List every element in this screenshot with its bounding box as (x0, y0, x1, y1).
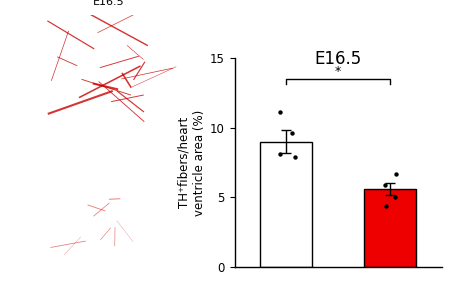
Point (391, 195, 399, 200)
Bar (364, 189, 416, 267)
Point (382, 203, 390, 208)
Point (393, 171, 400, 176)
Point (288, 131, 295, 135)
Point (291, 155, 298, 159)
Point (276, 110, 284, 115)
Text: *: * (335, 65, 341, 78)
Text: E16.5: E16.5 (92, 0, 124, 7)
Y-axis label: TH⁺fibers/heart
ventricle area (%): TH⁺fibers/heart ventricle area (%) (178, 109, 206, 215)
Point (276, 152, 284, 156)
Text: E16.5: E16.5 (315, 50, 362, 68)
Point (381, 182, 388, 187)
Bar (261, 142, 312, 267)
